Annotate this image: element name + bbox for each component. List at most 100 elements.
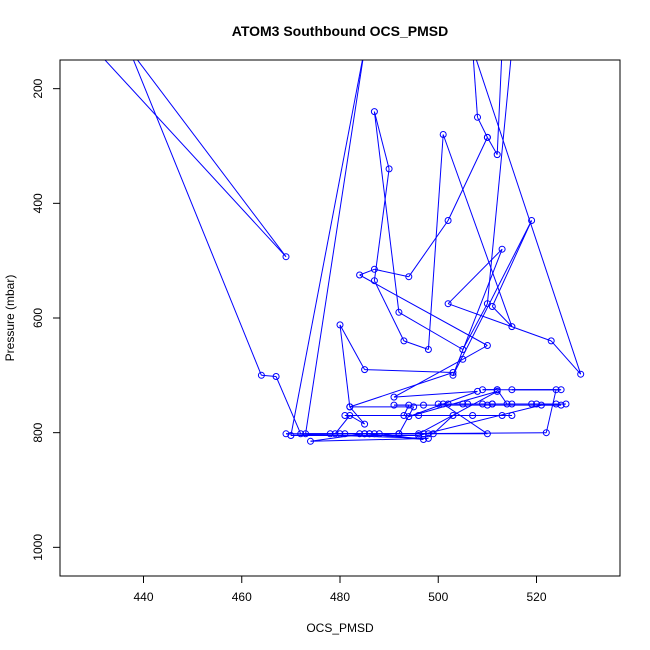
data-point — [537, 401, 545, 409]
chart-title: ATOM3 Southbound OCS_PMSD — [232, 23, 448, 39]
series-segment — [442, 403, 488, 435]
data-point — [356, 271, 364, 279]
data-point — [449, 369, 457, 376]
data-point — [439, 400, 447, 408]
data-point — [420, 430, 427, 438]
series-segment — [462, 303, 488, 350]
data-point — [370, 108, 378, 116]
series-segment — [373, 111, 400, 313]
series-segment — [339, 324, 351, 407]
data-point — [366, 430, 373, 438]
series-segment — [545, 389, 557, 433]
series-segment — [442, 134, 513, 327]
data-point — [444, 217, 452, 224]
series-lines — [104, 60, 582, 442]
series-segment — [334, 415, 351, 435]
series-segment — [373, 111, 390, 170]
series-segment — [104, 60, 287, 258]
data-point — [405, 401, 413, 409]
data-point — [356, 430, 364, 438]
data-point — [552, 386, 560, 394]
y-axis: 200 400 600 800 1000 — [31, 78, 61, 561]
data-point — [547, 337, 555, 345]
series-segment — [491, 220, 533, 307]
data-point — [479, 386, 486, 394]
data-point — [390, 393, 398, 401]
x-tick-label: 480 — [330, 590, 350, 604]
data-point — [508, 386, 516, 394]
data-point — [483, 430, 491, 438]
data-point — [509, 46, 515, 52]
data-point — [375, 430, 383, 438]
data-point — [385, 165, 393, 173]
series-segment — [427, 134, 444, 350]
data-point — [361, 366, 369, 374]
data-point — [459, 400, 467, 408]
series-segment — [486, 60, 512, 304]
data-point — [331, 430, 339, 438]
data-point — [415, 430, 423, 438]
series-segment — [403, 340, 429, 350]
series-segment — [550, 340, 582, 375]
series-segment — [310, 433, 365, 442]
data-point — [429, 430, 437, 438]
data-point — [474, 387, 481, 395]
data-point — [562, 400, 570, 408]
series-segment — [447, 248, 503, 305]
x-tick-label: 520 — [526, 590, 546, 604]
data-point — [488, 400, 496, 408]
series-segment — [339, 324, 366, 370]
series-segment — [491, 306, 513, 327]
series-segment — [408, 220, 449, 277]
data-point — [297, 430, 305, 438]
data-point — [361, 420, 369, 428]
data-point — [91, 46, 97, 52]
data-point — [557, 401, 565, 409]
data-point — [370, 265, 378, 273]
series-segment — [418, 390, 498, 435]
data-point — [424, 346, 432, 353]
x-tick-label: 500 — [428, 590, 448, 604]
series-segment — [373, 280, 405, 342]
data-point — [346, 403, 354, 411]
data-point — [307, 437, 314, 445]
data-point — [483, 300, 491, 308]
data-point — [362, 46, 368, 52]
data-point — [346, 412, 354, 419]
data-point — [508, 323, 516, 331]
series-segment — [261, 374, 277, 377]
data-point — [410, 403, 418, 411]
series-segment — [408, 390, 498, 418]
data-point — [390, 401, 398, 409]
series-segment — [275, 376, 302, 434]
data-point — [126, 46, 132, 52]
series-segment — [374, 268, 409, 278]
series-segment — [364, 369, 454, 373]
data-point — [415, 412, 423, 419]
data-point — [557, 386, 565, 394]
data-point — [483, 133, 491, 141]
series-segment — [475, 60, 582, 375]
series-segment — [310, 437, 429, 442]
data-point — [470, 46, 476, 52]
series-segment — [349, 406, 365, 425]
series-segment — [418, 404, 542, 436]
x-tick-label: 460 — [232, 590, 252, 604]
data-point — [493, 151, 501, 159]
series-segment — [359, 268, 375, 276]
x-tick-label: 440 — [133, 590, 153, 604]
series-segment — [477, 117, 488, 138]
plot-frame — [59, 59, 621, 577]
series-segment — [359, 274, 488, 346]
series-segment — [136, 60, 287, 258]
data-point — [552, 400, 560, 408]
series-segment — [398, 406, 415, 435]
data-point — [400, 412, 408, 419]
data-point — [282, 253, 290, 261]
data-point — [483, 401, 491, 409]
data-point — [370, 277, 378, 285]
data-point — [498, 412, 506, 419]
data-point — [508, 412, 516, 419]
data-point — [282, 430, 290, 438]
y-axis-label: Pressure (mbar) — [3, 275, 17, 362]
